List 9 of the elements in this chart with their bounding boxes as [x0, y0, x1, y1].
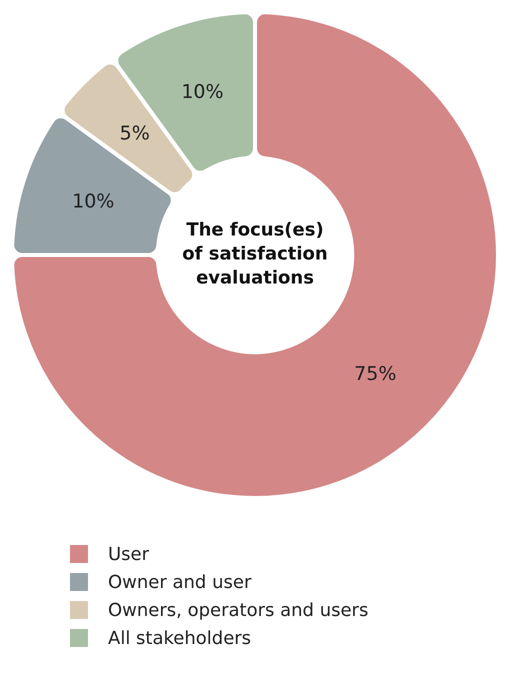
legend-label: Owners, operators and users	[108, 600, 368, 620]
legend-label: All stakeholders	[108, 628, 252, 648]
legend-label: Owner and user	[108, 572, 252, 592]
text: The focus(es) of satisfaction evaluations	[182, 220, 328, 289]
data-label: 10%	[181, 81, 224, 104]
data-label: 75%	[354, 363, 396, 386]
data-label: 10%	[72, 190, 114, 212]
legend-label: User	[108, 544, 150, 564]
data-label: 5%	[120, 122, 150, 145]
